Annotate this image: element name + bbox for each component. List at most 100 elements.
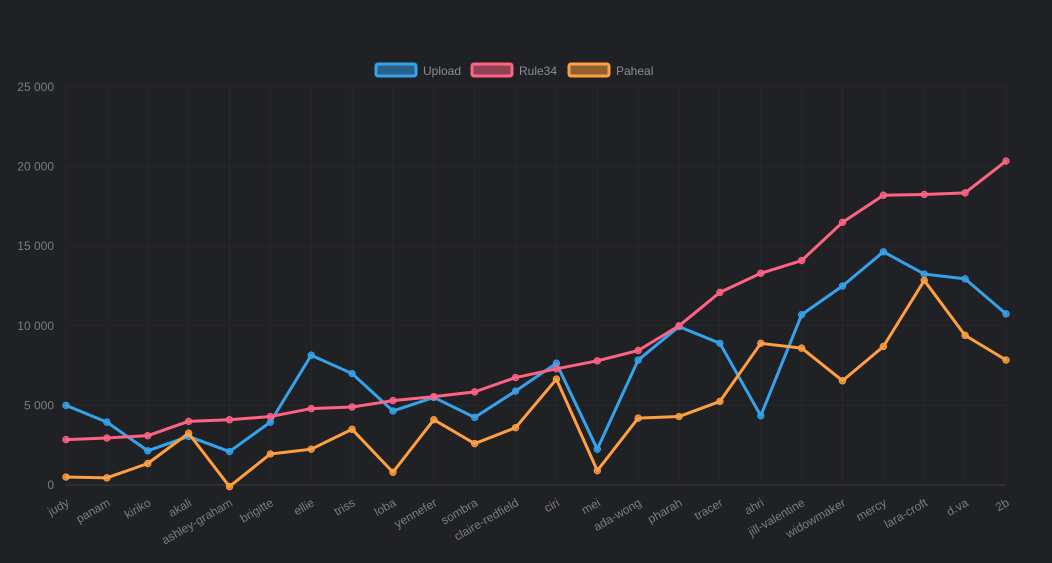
data-point-upload[interactable] (716, 339, 724, 348)
data-point-upload[interactable] (511, 387, 520, 395)
data-point-paheal[interactable] (838, 377, 847, 385)
data-point-upload[interactable] (470, 413, 479, 422)
data-point-paheal[interactable] (266, 450, 275, 458)
data-point-paheal[interactable] (1002, 356, 1010, 364)
legend-item-upload[interactable]: Upload (374, 62, 461, 78)
x-tick-label: ashley-graham (159, 495, 235, 547)
data-point-upload[interactable] (879, 248, 888, 256)
data-point-rule34[interactable] (144, 431, 152, 440)
data-point-upload[interactable] (144, 447, 152, 455)
data-point-paheal[interactable] (470, 439, 479, 448)
x-tick-label: triss (332, 495, 358, 518)
legend-label: Upload (423, 64, 461, 78)
data-point-rule34[interactable] (225, 416, 234, 424)
data-point-upload[interactable] (103, 418, 111, 426)
data-point-paheal[interactable] (879, 342, 888, 351)
data-point-paheal[interactable] (307, 445, 315, 453)
data-point-upload[interactable] (920, 270, 928, 278)
data-point-upload[interactable] (389, 407, 397, 415)
data-point-paheal[interactable] (920, 276, 928, 285)
data-point-paheal[interactable] (389, 468, 397, 476)
x-tick-label: lara-croft (882, 495, 931, 531)
legend-swatch (567, 62, 611, 78)
grid-lines (65, 86, 1007, 486)
x-tick-label: ciri (542, 495, 562, 515)
data-point-paheal[interactable] (348, 425, 356, 433)
data-point-rule34[interactable] (348, 403, 356, 411)
data-point-rule34[interactable] (430, 392, 438, 401)
series-line-paheal (64, 278, 1008, 489)
data-point-paheal[interactable] (961, 331, 969, 340)
data-point-paheal[interactable] (552, 375, 561, 383)
data-point-rule34[interactable] (593, 357, 602, 365)
x-tick-label: akali (166, 495, 194, 519)
data-point-paheal[interactable] (511, 423, 520, 432)
x-tick-label: kiriko (122, 495, 154, 521)
x-tick-label: ellie (291, 495, 317, 518)
data-point-paheal[interactable] (634, 414, 642, 422)
legend-item-rule34[interactable]: Rule34 (470, 62, 557, 78)
series-line-upload (64, 250, 1008, 454)
data-point-upload[interactable] (634, 356, 642, 364)
data-point-rule34[interactable] (389, 396, 397, 405)
data-point-paheal[interactable] (757, 339, 765, 348)
data-point-upload[interactable] (1002, 310, 1010, 318)
data-point-rule34[interactable] (757, 269, 765, 277)
data-point-upload[interactable] (225, 447, 234, 456)
data-point-rule34[interactable] (838, 218, 847, 227)
data-point-rule34[interactable] (184, 417, 193, 426)
data-point-paheal[interactable] (184, 429, 193, 437)
y-tick-label: 10 000 (17, 319, 54, 333)
data-point-paheal[interactable] (103, 474, 111, 482)
data-point-rule34[interactable] (103, 434, 111, 442)
data-point-upload[interactable] (62, 401, 70, 410)
data-point-upload[interactable] (797, 310, 806, 319)
data-point-rule34[interactable] (716, 288, 724, 297)
legend-label: Rule34 (519, 64, 557, 78)
data-point-paheal[interactable] (225, 482, 234, 491)
data-point-paheal[interactable] (797, 344, 806, 352)
x-tick-label: pharah (645, 495, 684, 526)
data-point-rule34[interactable] (634, 346, 642, 355)
x-tick-label: judy (45, 495, 72, 519)
x-tick-label: panam (74, 495, 113, 525)
x-tick-label: ahri (742, 495, 766, 517)
data-point-rule34[interactable] (511, 373, 520, 382)
data-point-upload[interactable] (348, 369, 356, 378)
data-point-rule34[interactable] (62, 435, 70, 444)
data-point-rule34[interactable] (470, 388, 479, 396)
data-point-upload[interactable] (961, 275, 969, 283)
data-point-upload[interactable] (757, 412, 765, 420)
data-point-upload[interactable] (593, 445, 602, 453)
x-tick-label: mei (579, 495, 603, 517)
data-point-upload[interactable] (838, 282, 847, 290)
y-tick-label: 15 000 (17, 239, 54, 253)
data-point-paheal[interactable] (675, 412, 683, 421)
data-point-rule34[interactable] (961, 189, 969, 197)
legend-swatch (374, 62, 418, 78)
data-point-rule34[interactable] (675, 322, 683, 330)
data-point-paheal[interactable] (593, 466, 602, 475)
data-point-paheal[interactable] (430, 416, 438, 424)
data-point-paheal[interactable] (62, 473, 70, 481)
y-tick-label: 20 000 (17, 160, 54, 174)
series-layer (62, 157, 1010, 491)
data-point-paheal[interactable] (144, 459, 152, 468)
data-point-rule34[interactable] (266, 412, 275, 421)
data-point-rule34[interactable] (307, 404, 315, 413)
data-point-rule34[interactable] (879, 191, 888, 199)
data-point-rule34[interactable] (552, 365, 561, 373)
x-tick-label: d.va (944, 495, 971, 519)
data-point-rule34[interactable] (1002, 157, 1010, 165)
data-point-paheal[interactable] (716, 397, 724, 406)
x-tick-label: brigitte (238, 495, 276, 525)
data-point-rule34[interactable] (797, 256, 806, 265)
data-point-upload[interactable] (307, 351, 315, 359)
legend-item-paheal[interactable]: Paheal (567, 62, 653, 78)
legend[interactable]: Upload Rule34 Paheal (374, 62, 653, 78)
y-tick-label: 5 000 (24, 398, 54, 412)
data-point-rule34[interactable] (920, 190, 928, 199)
x-tick-label: 2b (993, 495, 1012, 514)
